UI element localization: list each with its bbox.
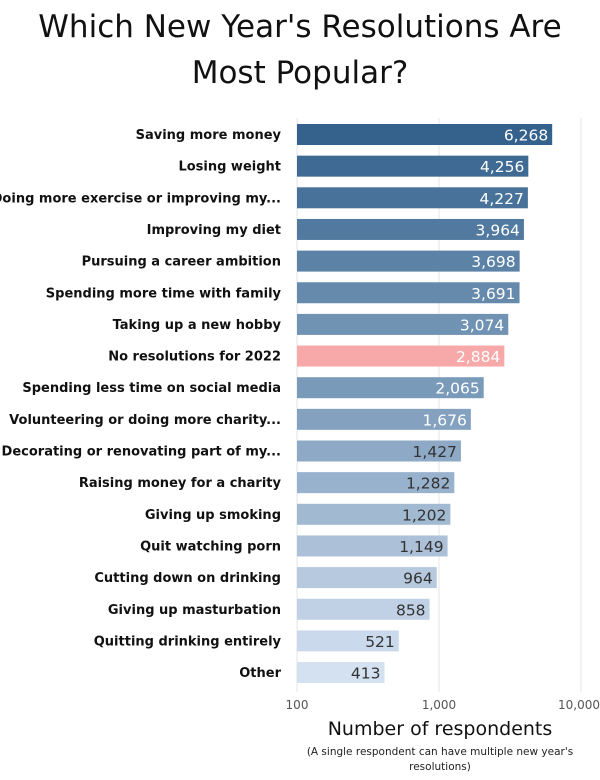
data-label: 1,282 (406, 475, 450, 493)
category-label: Improving my diet (147, 223, 281, 238)
category-label: Saving more money (136, 128, 282, 143)
data-label: 3,691 (471, 285, 515, 303)
data-label: 1,676 (422, 411, 466, 429)
x-axis-note: (A single respondent can have multiple n… (306, 746, 574, 773)
data-label: 1,427 (413, 443, 457, 461)
category-label: Spending more time with family (46, 286, 282, 301)
category-label: Raising money for a charity (79, 476, 282, 491)
category-label: Losing weight (178, 160, 281, 175)
bar (297, 503, 451, 525)
bar (297, 345, 505, 367)
x-axis-label: Number of respondents (327, 718, 553, 740)
data-label: 6,268 (504, 127, 548, 145)
data-label: 1,149 (399, 538, 443, 556)
bar (297, 598, 430, 620)
bar (297, 440, 461, 462)
x-tick-label: 1,000 (422, 698, 456, 712)
bar (297, 187, 528, 209)
bar (297, 472, 455, 494)
bar (297, 535, 448, 557)
category-label: Decorating or renovating part of my... (2, 445, 281, 460)
category-label: Other (239, 666, 281, 681)
category-label: Pursuing a career ambition (82, 255, 281, 270)
category-label: Giving up smoking (145, 508, 281, 523)
data-label: 964 (403, 570, 433, 588)
bar (297, 250, 520, 272)
data-label: 4,256 (480, 158, 524, 176)
bar (297, 124, 553, 145)
category-label: Volunteering or doing more charity... (9, 413, 281, 428)
category-label: Spending less time on social media (22, 381, 281, 396)
bar (297, 377, 484, 399)
bar (297, 218, 524, 240)
bar (297, 313, 509, 335)
data-label: 521 (365, 633, 395, 651)
bar (297, 567, 437, 589)
bar (297, 155, 529, 177)
category-label: Taking up a new hobby (113, 318, 282, 333)
bar (297, 282, 520, 304)
data-label: 1,202 (402, 506, 446, 524)
data-label: 3,074 (460, 316, 504, 334)
category-label: Doing more exercise or improving my... (0, 191, 281, 206)
category-label: Cutting down on drinking (94, 571, 281, 586)
bar (297, 662, 385, 684)
bar (297, 408, 471, 430)
bar (297, 630, 399, 652)
x-tick-label: 100 (286, 698, 309, 712)
data-label: 3,964 (476, 221, 520, 239)
chart-title: Which New Year's Resolutions Are Most Po… (38, 9, 562, 91)
data-label: 413 (351, 665, 381, 683)
category-label: No resolutions for 2022 (108, 350, 281, 365)
data-label: 4,227 (480, 190, 524, 208)
x-tick-label: 10,000 (558, 698, 600, 712)
data-label: 3,698 (471, 253, 515, 271)
data-label: 858 (396, 601, 426, 619)
category-label: Quit watching porn (140, 539, 281, 554)
category-label: Giving up masturbation (108, 603, 281, 618)
data-label: 2,884 (456, 348, 500, 366)
data-label: 2,065 (435, 380, 479, 398)
category-label: Quitting drinking entirely (94, 634, 282, 649)
